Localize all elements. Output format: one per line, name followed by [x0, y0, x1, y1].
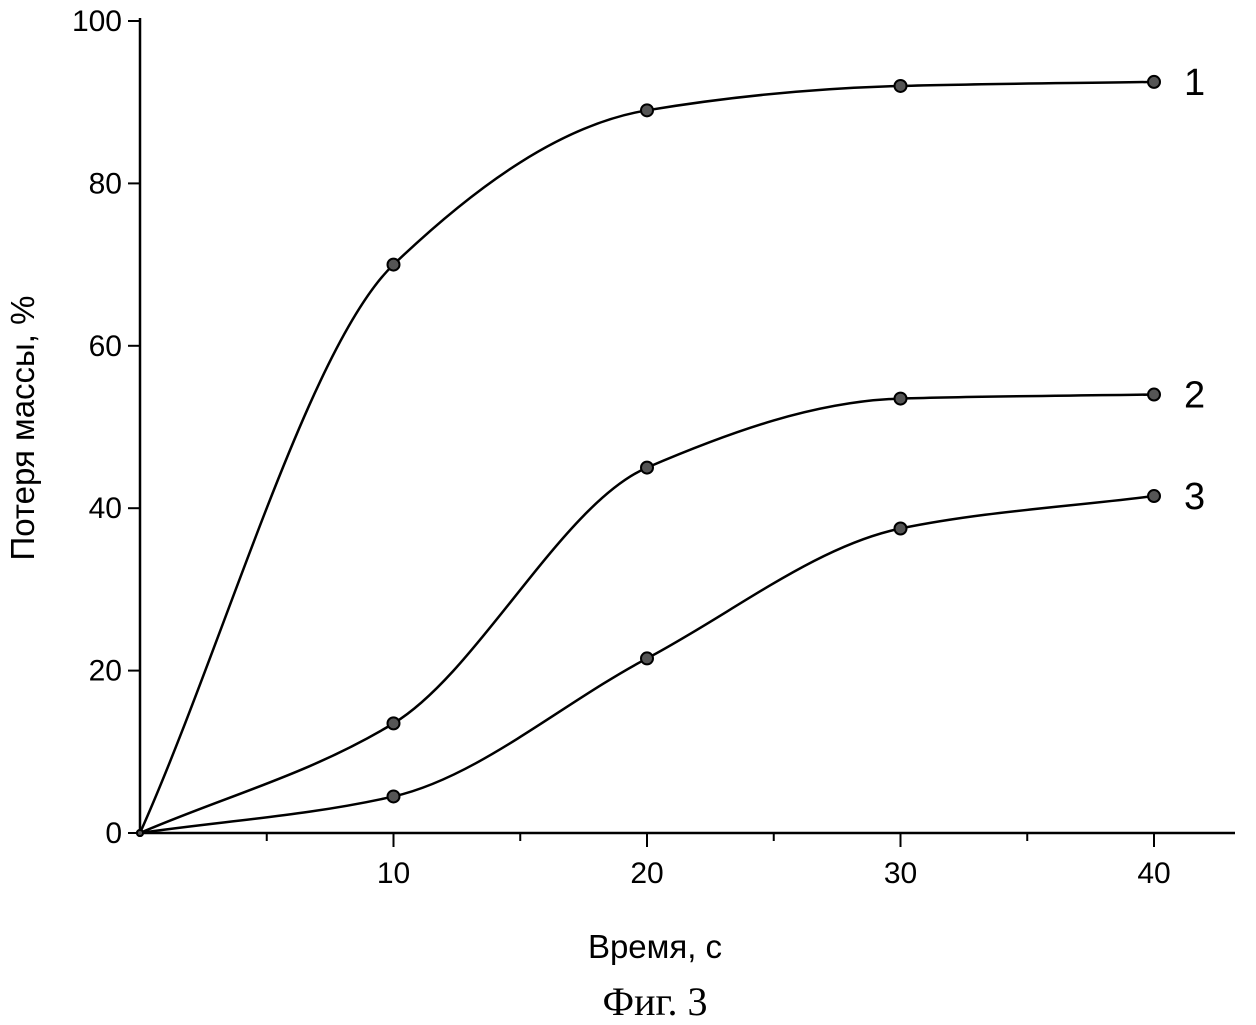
- series-1-point: [893, 78, 908, 93]
- figure-caption: Фиг. 3: [603, 979, 708, 1024]
- series-1-line: [138, 80, 1155, 834]
- x-axis-title: Время, с: [588, 928, 722, 965]
- series-3-point: [640, 651, 654, 666]
- series-1-point: [386, 257, 401, 272]
- series-1-point: [1147, 74, 1161, 89]
- series-2-line: [139, 393, 1155, 835]
- series-group: 1 2 3: [136, 62, 1205, 837]
- series-2-point: [386, 716, 401, 731]
- x-tick-label: 10: [377, 857, 410, 890]
- series-3-point: [893, 521, 908, 536]
- y-tick-label: 100: [72, 5, 122, 38]
- y-tick-label: 40: [89, 492, 122, 525]
- x-tick-label: 20: [630, 857, 663, 890]
- ticks: 0 20 40 60 80 100 10 20 30 40: [72, 5, 1171, 890]
- series-2-point: [893, 391, 908, 406]
- x-tick-label: 30: [884, 857, 917, 890]
- series-2-label: 2: [1184, 375, 1205, 417]
- series-3-point: [1147, 489, 1161, 504]
- series-1-label: 1: [1184, 62, 1205, 104]
- y-tick-label: 20: [89, 655, 122, 688]
- series-2-point: [640, 460, 654, 475]
- series-3-point: [136, 829, 144, 837]
- y-tick-label: 80: [89, 167, 122, 200]
- y-tick-label: 0: [105, 817, 122, 850]
- series-3-label: 3: [1184, 476, 1205, 518]
- y-tick-label: 60: [89, 330, 122, 363]
- x-tick-label: 40: [1137, 857, 1170, 890]
- series-2-point: [1147, 387, 1161, 402]
- y-axis-title: Потеря массы, %: [4, 296, 41, 561]
- series-1-point: [640, 103, 654, 118]
- series-3-point: [386, 789, 401, 804]
